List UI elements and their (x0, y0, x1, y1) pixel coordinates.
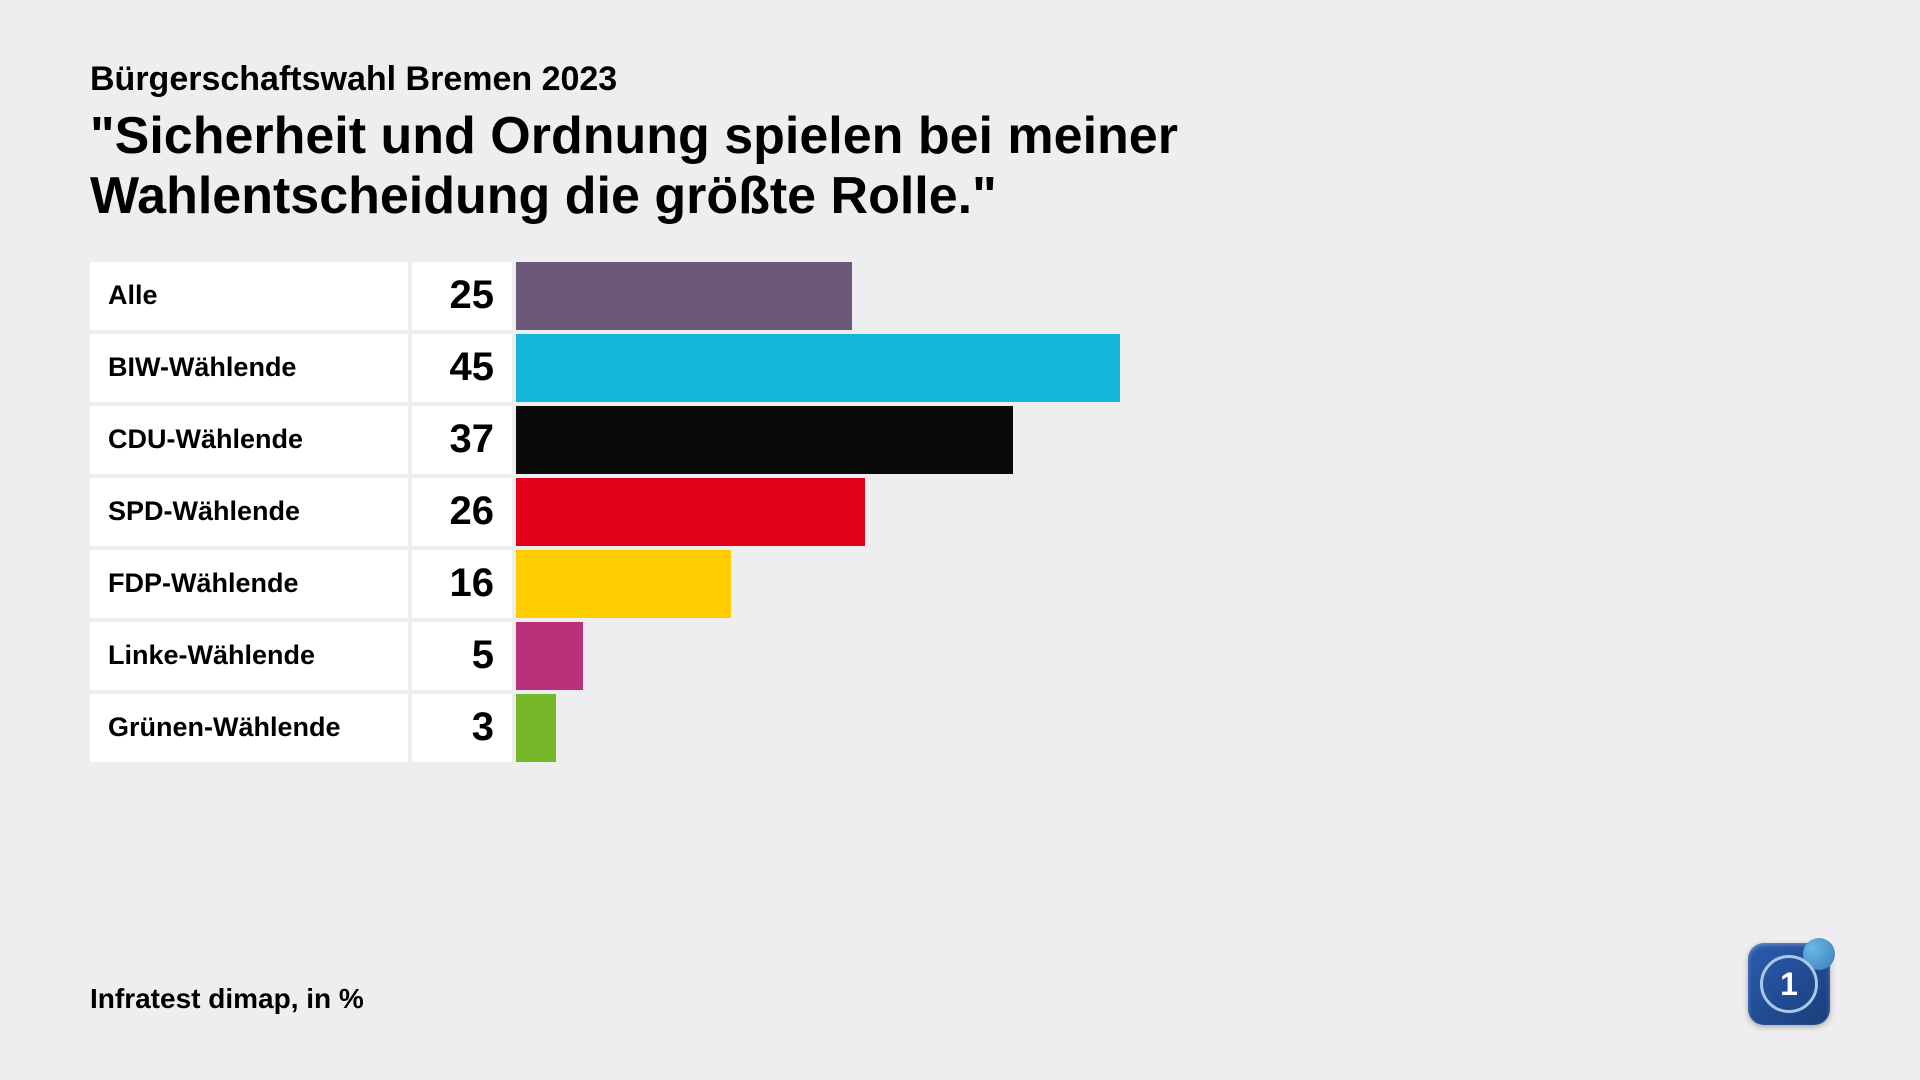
bar-chart: Alle25BIW-Wählende45CDU-Wählende37SPD-Wä… (90, 262, 1830, 762)
bar-row: SPD-Wählende26 (90, 478, 1830, 546)
bar-row: Linke-Wählende5 (90, 622, 1830, 690)
bar-track (516, 478, 1830, 546)
bar-label: CDU-Wählende (90, 406, 408, 474)
bar-track (516, 262, 1830, 330)
bar-fill (516, 694, 556, 762)
bar-track (516, 622, 1830, 690)
bar-track (516, 406, 1830, 474)
bar-row: FDP-Wählende16 (90, 550, 1830, 618)
bar-label: BIW-Wählende (90, 334, 408, 402)
bar-track (516, 694, 1830, 762)
bar-fill (516, 550, 731, 618)
logo-circle: 1 (1760, 955, 1818, 1013)
bar-label: FDP-Wählende (90, 550, 408, 618)
bar-value: 5 (412, 622, 512, 690)
bar-label: SPD-Wählende (90, 478, 408, 546)
bar-label: Linke-Wählende (90, 622, 408, 690)
bar-value: 25 (412, 262, 512, 330)
bar-fill (516, 406, 1013, 474)
bar-fill (516, 478, 865, 546)
chart-supertitle: Bürgerschaftswahl Bremen 2023 (90, 60, 1830, 99)
broadcaster-logo: 1 (1748, 943, 1830, 1025)
bar-row: BIW-Wählende45 (90, 334, 1830, 402)
bar-value: 16 (412, 550, 512, 618)
chart-header: Bürgerschaftswahl Bremen 2023 "Sicherhei… (90, 60, 1830, 227)
bar-label: Grünen-Wählende (90, 694, 408, 762)
bar-value: 26 (412, 478, 512, 546)
bar-row: Grünen-Wählende3 (90, 694, 1830, 762)
bar-fill (516, 334, 1120, 402)
bar-row: Alle25 (90, 262, 1830, 330)
logo-text: 1 (1780, 966, 1798, 1003)
bar-fill (516, 622, 583, 690)
chart-source: Infratest dimap, in % (90, 983, 364, 1015)
bar-value: 45 (412, 334, 512, 402)
bar-track (516, 334, 1830, 402)
bar-track (516, 550, 1830, 618)
chart-title: "Sicherheit und Ordnung spielen bei mein… (90, 107, 1590, 227)
bar-label: Alle (90, 262, 408, 330)
bar-value: 37 (412, 406, 512, 474)
bar-fill (516, 262, 852, 330)
bar-row: CDU-Wählende37 (90, 406, 1830, 474)
bar-value: 3 (412, 694, 512, 762)
